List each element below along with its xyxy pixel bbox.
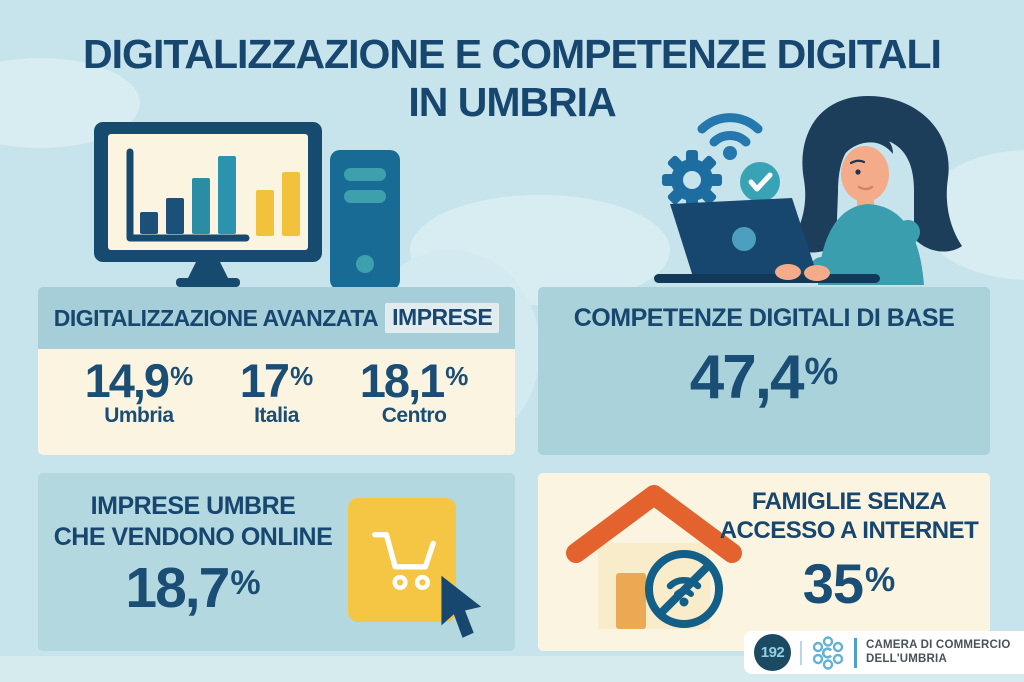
stat-vendono-online: 18,7% <box>38 560 348 617</box>
panel-famiglie-senza-internet: FAMIGLIE SENZA ACCESSO A INTERNET 35% <box>538 473 990 651</box>
shopping-cart-icon <box>372 531 436 590</box>
woman-laptop-icon <box>654 96 962 285</box>
stat-unit: % <box>230 564 261 602</box>
stat-value: 47,4 <box>689 343 805 412</box>
computer-barchart-illustration <box>78 116 408 296</box>
woman-hair <box>790 96 962 253</box>
house-no-wifi-illustration <box>556 481 756 645</box>
header-line-2: CHE VENDONO ONLINE <box>53 522 333 551</box>
footer-logo-strip: 192 CAMERA DI COMMERCIO DELL'UMBRIA <box>744 631 1024 674</box>
stat-unit: % <box>804 351 839 393</box>
panel-digitalizzazione-avanzata: DIGITALIZZAZIONE AVANZATA IMPRESE 14,9% … <box>38 287 515 455</box>
stat-value: 18,7 <box>125 556 230 620</box>
page-title: DIGITALIZZAZIONE E COMPETENZE DIGITALI I… <box>0 30 1024 127</box>
stat-value: 35 <box>802 551 864 615</box>
panel-text-block: IMPRESE UMBRE CHE VENDONO ONLINE 18,7% <box>38 491 348 617</box>
shopping-cart-tile <box>348 498 456 622</box>
stat-centro: 18,1% Centro <box>360 357 469 428</box>
org-name: CAMERA DI COMMERCIO DELL'UMBRIA <box>866 639 1011 667</box>
stat-label: Centro <box>381 404 447 427</box>
check-circle-icon <box>740 162 780 202</box>
stat-label: Italia <box>254 404 299 427</box>
gear-icon <box>662 150 722 210</box>
header-line-1: FAMIGLIE SENZA <box>751 488 947 515</box>
panel-header-text: DIGITALIZZAZIONE AVANZATA <box>53 304 379 331</box>
stat-unit: % <box>865 560 896 599</box>
camera-commercio-rosette-icon <box>812 635 844 670</box>
stat-unit: % <box>290 361 314 391</box>
panel-header: DIGITALIZZAZIONE AVANZATA IMPRESE <box>38 287 515 349</box>
panel-text-block: FAMIGLIE SENZA ACCESSO A INTERNET 35% <box>718 487 980 612</box>
badge-192-logo: 192 <box>754 634 791 671</box>
house-icon <box>566 485 742 629</box>
title-line-2: IN UMBRIA <box>408 79 616 126</box>
org-line-2: DELL'UMBRIA <box>866 652 947 665</box>
cursor-arrow-icon <box>441 575 482 638</box>
panel-competenze-digitali: COMPETENZE DIGITALI DI BASE 47,4% <box>538 287 990 455</box>
stat-value: 18,1 <box>359 354 445 407</box>
stat-unit: % <box>445 361 469 391</box>
woman-face <box>841 146 889 202</box>
header-line-2: ACCESSO A INTERNET <box>719 517 979 545</box>
org-line-1: CAMERA DI COMMERCIO <box>866 638 1011 651</box>
stat-value: 14,9 <box>84 354 170 407</box>
woman-laptop-illustration <box>612 92 1012 285</box>
panel-header: IMPRESE UMBRE CHE VENDONO ONLINE <box>38 491 348 552</box>
header-line-1: IMPRESE UMBRE <box>90 492 296 520</box>
wifi-icon <box>697 113 763 147</box>
title-line-1: DIGITALIZZAZIONE E COMPETENZE DIGITALI <box>83 31 942 77</box>
wifi-dot <box>723 146 737 160</box>
no-wifi-icon <box>645 550 723 628</box>
stat-famiglie: 35% <box>718 555 980 612</box>
divider <box>800 640 802 665</box>
panel-header: FAMIGLIE SENZA ACCESSO A INTERNET <box>718 487 980 546</box>
stat-value: 17 <box>239 354 290 407</box>
stats-row: 14,9% Umbria 17% Italia 18,1% Centro <box>38 349 515 455</box>
stat-umbria: 14,9% Umbria <box>85 357 194 428</box>
desktop-computer-icon <box>94 122 400 290</box>
panel-header-highlight: IMPRESE <box>385 303 500 333</box>
stat-label: Umbria <box>104 404 174 427</box>
panel-vendono-online: IMPRESE UMBRE CHE VENDONO ONLINE 18,7% <box>38 473 515 651</box>
laptop-base <box>654 274 880 283</box>
stat-competenze: 47,4% <box>538 347 990 409</box>
stat-unit: % <box>170 361 194 391</box>
stat-italia: 17% Italia <box>240 357 313 428</box>
panel-header: COMPETENZE DIGITALI DI BASE <box>573 304 955 332</box>
divider <box>854 637 857 668</box>
